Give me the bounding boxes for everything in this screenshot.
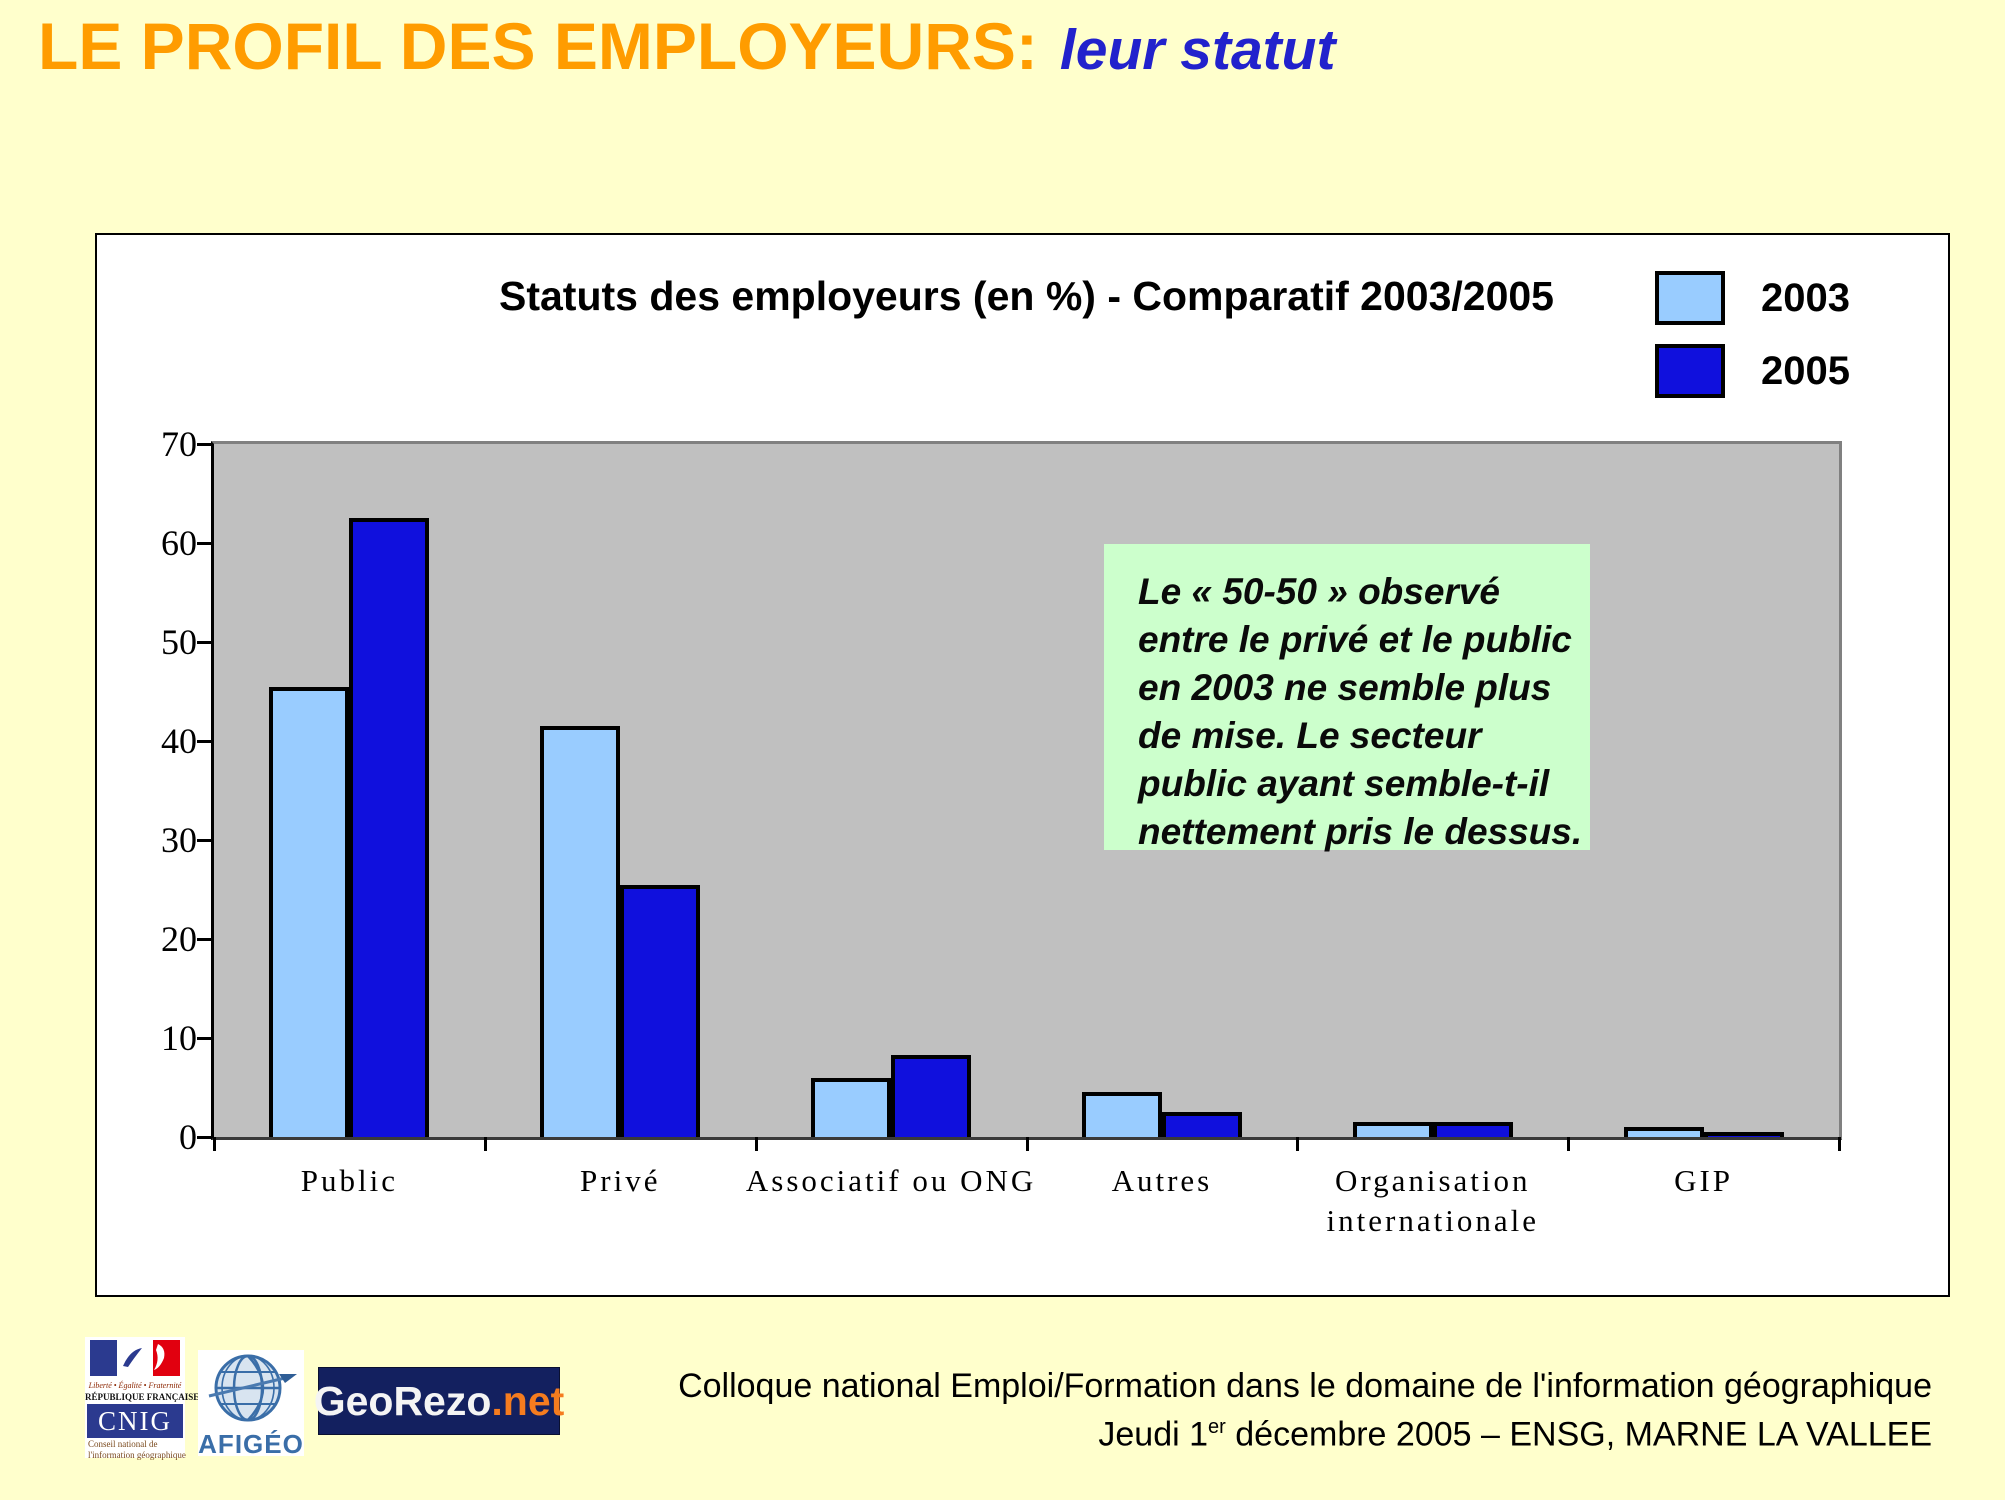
bar-2003-associatif-ou-ong bbox=[811, 1078, 891, 1137]
cnig-acronym-band: CNIG bbox=[87, 1404, 183, 1438]
cnig-motto: Liberté • Égalité • Fraternité bbox=[88, 1381, 182, 1390]
annotation-note-line-1: Le « 50-50 » observé bbox=[1138, 571, 1500, 612]
bar-2003-autres bbox=[1082, 1092, 1162, 1137]
x-tick-mark-6 bbox=[1838, 1137, 1841, 1151]
y-tick-label-20: 20 bbox=[161, 919, 197, 959]
plot-area bbox=[211, 441, 1842, 1140]
annotation-note-line-2: entre le privé et le public bbox=[1138, 619, 1572, 660]
page-title: LE PROFIL DES EMPLOYEURS: leur statut bbox=[38, 8, 1335, 84]
y-tick-mark-30 bbox=[197, 839, 211, 842]
y-tick-mark-60 bbox=[197, 542, 211, 545]
x-tick-mark-4 bbox=[1296, 1137, 1300, 1151]
republique-francaise-emblem-icon bbox=[90, 1340, 180, 1376]
legend-swatch-2005 bbox=[1655, 344, 1725, 398]
footer-line2-prefix: Jeudi 1 bbox=[1098, 1415, 1209, 1454]
bar-2003-public bbox=[269, 687, 349, 1137]
x-tick-mark-0 bbox=[213, 1137, 216, 1151]
cnig-caption-line1: Conseil national de bbox=[88, 1439, 158, 1449]
page-title-subtitle: leur statut bbox=[1059, 18, 1336, 82]
annotation-note-line-3: en 2003 ne semble plus bbox=[1138, 667, 1552, 708]
x-tick-mark-3 bbox=[1025, 1137, 1029, 1151]
legend-swatch-2003 bbox=[1655, 271, 1725, 325]
x-category-label-organisation-internationale: Organisation internationale bbox=[1326, 1163, 1539, 1238]
bar-2005-organisation-internationale bbox=[1433, 1122, 1513, 1137]
page-title-main: LE PROFIL DES EMPLOYEURS: bbox=[38, 9, 1038, 83]
chart-frame: Statuts des employeurs (en %) - Comparat… bbox=[95, 233, 1950, 1297]
cnig-logo: Liberté • Égalité • Fraternité RÉPUBLIQU… bbox=[85, 1337, 200, 1460]
annotation-note-line-6: nettement pris le dessus. bbox=[1138, 811, 1583, 852]
bar-2005-gip bbox=[1704, 1132, 1784, 1137]
y-tick-mark-10 bbox=[197, 1037, 211, 1040]
x-tick-mark-1 bbox=[483, 1137, 487, 1151]
footer-line2-superscript: er bbox=[1208, 1416, 1226, 1438]
x-category-label-associatif-ou-ong: Associatif ou ONG bbox=[745, 1163, 1037, 1198]
y-tick-mark-0 bbox=[197, 1136, 211, 1139]
bar-2003-priv- bbox=[540, 726, 620, 1137]
footer-line2-suffix: décembre 2005 – ENSG, MARNE LA VALLEE bbox=[1225, 1415, 1932, 1454]
bar-2005-associatif-ou-ong bbox=[891, 1055, 971, 1137]
bar-2003-gip bbox=[1624, 1127, 1704, 1137]
footer-text: Colloque national Emploi/Formation dans … bbox=[678, 1366, 1932, 1455]
y-tick-mark-40 bbox=[197, 740, 211, 743]
y-tick-label-60: 60 bbox=[161, 523, 197, 563]
legend-label-2003: 2003 bbox=[1761, 275, 1850, 320]
bar-2005-public bbox=[349, 518, 429, 1137]
afigeo-logo: AFIGÉO bbox=[198, 1350, 304, 1459]
bar-2005-autres bbox=[1162, 1112, 1242, 1137]
legend-item-2005: 2005 bbox=[1655, 344, 1850, 398]
x-tick-mark-5 bbox=[1567, 1137, 1571, 1151]
x-tick-mark-2 bbox=[754, 1137, 758, 1151]
bar-2005-priv- bbox=[620, 885, 700, 1137]
afigeo-label: AFIGÉO bbox=[198, 1429, 304, 1459]
georezo-tld: .net bbox=[491, 1377, 565, 1424]
y-tick-label-30: 30 bbox=[161, 820, 197, 860]
y-tick-mark-50 bbox=[197, 641, 211, 644]
annotation-note: Le « 50-50 » observé entre le privé et le… bbox=[1104, 544, 1590, 852]
cnig-acronym: CNIG bbox=[98, 1405, 172, 1436]
annotation-note-line-4: de mise. Le secteur bbox=[1138, 715, 1482, 756]
chart-title: Statuts des employeurs (en %) - Comparat… bbox=[499, 273, 1554, 319]
y-tick-label-0: 0 bbox=[179, 1117, 197, 1157]
x-category-label-priv-: Privé bbox=[580, 1163, 661, 1198]
cnig-caption-line2: l'information géographique bbox=[88, 1450, 186, 1460]
y-tick-label-10: 10 bbox=[161, 1018, 197, 1058]
y-tick-label-40: 40 bbox=[161, 721, 197, 761]
y-tick-mark-70 bbox=[197, 443, 211, 446]
bar-2003-organisation-internationale bbox=[1353, 1122, 1433, 1137]
georezo-logo: GeoRezo .net bbox=[314, 1367, 564, 1435]
annotation-note-line-5: public ayant semble-t-il bbox=[1138, 763, 1550, 804]
x-category-label-public: Public bbox=[300, 1163, 399, 1198]
y-tick-label-50: 50 bbox=[161, 622, 197, 662]
legend-item-2003: 2003 bbox=[1655, 271, 1850, 325]
footer-line2: Jeudi 1er décembre 2005 – ENSG, MARNE LA… bbox=[678, 1407, 1932, 1455]
x-category-label-autres: Autres bbox=[1111, 1163, 1213, 1198]
footer-line1: Colloque national Emploi/Formation dans … bbox=[678, 1367, 1932, 1405]
y-tick-mark-20 bbox=[197, 938, 211, 941]
y-tick-label-70: 70 bbox=[161, 424, 197, 464]
chart-legend: 2003 2005 bbox=[1655, 271, 1850, 417]
x-category-label-gip: GIP bbox=[1674, 1163, 1734, 1198]
cnig-republic: RÉPUBLIQUE FRANÇAISE bbox=[85, 1392, 200, 1402]
georezo-name: GeoRezo bbox=[313, 1377, 492, 1424]
legend-label-2005: 2005 bbox=[1761, 348, 1850, 393]
afigeo-globe-icon bbox=[208, 1354, 297, 1422]
